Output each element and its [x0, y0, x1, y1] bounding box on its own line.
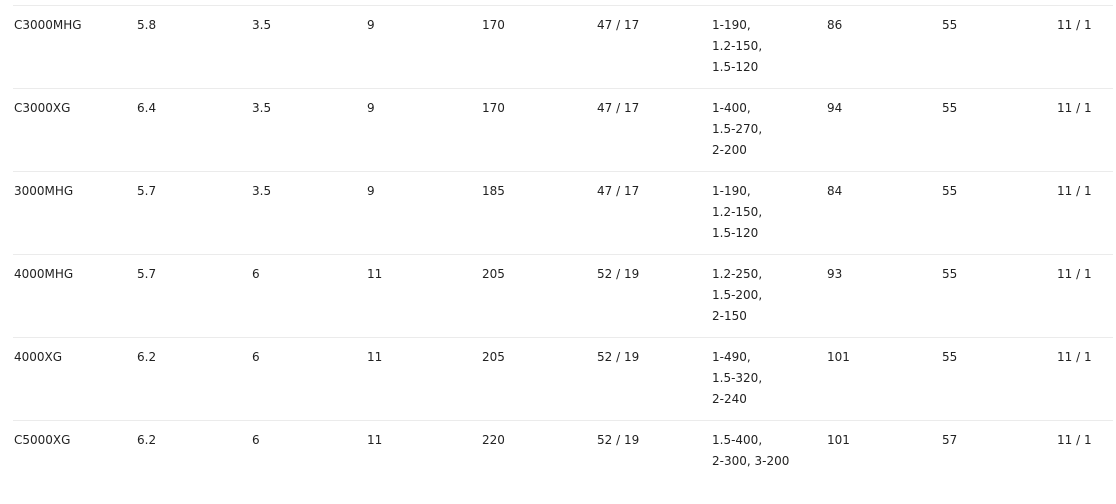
spec-cell: 55 [941, 5, 1056, 89]
spec-cell: 11 / 1 [1056, 5, 1113, 89]
spec-cell: 220 [481, 420, 596, 504]
spec-cell: 6.2 [136, 337, 251, 421]
spec-cell: 47 / 17 [596, 171, 711, 255]
spec-cell: 1-490, 1.5-320, 2-240 [711, 337, 826, 421]
spec-cell: 1.2-250, 1.5-200, 2-150 [711, 254, 826, 338]
spec-cell: 6 [251, 337, 366, 421]
spec-cell: 1-190, 1.2-150, 1.5-120 [711, 5, 826, 89]
spec-cell: 52 / 19 [596, 420, 711, 504]
spec-cell: 5.7 [136, 171, 251, 255]
model-cell: C3000MHG [13, 5, 136, 89]
spec-cell: 3.5 [251, 5, 366, 89]
spec-cell: 11 / 1 [1056, 337, 1113, 421]
table-row: 3000MHG 5.7 3.5 9 185 47 / 17 1-190, 1.2-150, … [13, 171, 1113, 255]
spec-cell: 55 [941, 88, 1056, 172]
spec-cell: 170 [481, 88, 596, 172]
spec-cell: 52 / 19 [596, 337, 711, 421]
spec-cell: 11 [366, 337, 481, 421]
table-row: C3000MHG 5.8 3.5 9 170 47 / 17 1-190, 1.2-150,… [13, 5, 1113, 89]
spec-cell: 6 [251, 420, 366, 504]
table-row: C3000XG 6.4 3.5 9 170 47 / 17 1-400, 1.5-270, … [13, 88, 1113, 172]
model-cell: 4000MHG [13, 254, 136, 338]
spec-cell: 11 [366, 420, 481, 504]
spec-table: C3000MHG 5.8 3.5 9 170 47 / 17 1-190, 1.2-150,… [13, 5, 1113, 504]
spec-cell: 1-400, 1.5-270, 2-200 [711, 88, 826, 172]
spec-cell: 101 [826, 420, 941, 504]
spec-cell: 11 / 1 [1056, 88, 1113, 172]
spec-cell: 86 [826, 5, 941, 89]
spec-cell: 94 [826, 88, 941, 172]
spec-cell: 6.4 [136, 88, 251, 172]
model-cell: C3000XG [13, 88, 136, 172]
spec-cell: 205 [481, 254, 596, 338]
spec-cell: 3.5 [251, 171, 366, 255]
spec-cell: 5.8 [136, 5, 251, 89]
spec-cell: 185 [481, 171, 596, 255]
spec-cell: 6.2 [136, 420, 251, 504]
spec-cell: 57 [941, 420, 1056, 504]
table-row: 4000MHG 5.7 6 11 205 52 / 19 1.2-250, 1.5-200,… [13, 254, 1113, 338]
spec-cell: 1.5-400, 2-300, 3-200 [711, 420, 826, 504]
spec-cell: 9 [366, 88, 481, 172]
model-cell: 4000XG [13, 337, 136, 421]
spec-cell: 47 / 17 [596, 88, 711, 172]
spec-cell: 11 / 1 [1056, 420, 1113, 504]
table-row: C5000XG 6.2 6 11 220 52 / 19 1.5-400, 2-300, 3… [13, 420, 1113, 504]
spec-cell: 1-190, 1.2-150, 1.5-120 [711, 171, 826, 255]
spec-cell: 11 / 1 [1056, 254, 1113, 338]
table-row: 4000XG 6.2 6 11 205 52 / 19 1-490, 1.5-320, 2-… [13, 337, 1113, 421]
spec-cell: 170 [481, 5, 596, 89]
spec-cell: 47 / 17 [596, 5, 711, 89]
spec-cell: 11 / 1 [1056, 171, 1113, 255]
spec-cell: 9 [366, 171, 481, 255]
model-cell: 3000MHG [13, 171, 136, 255]
spec-cell: 55 [941, 171, 1056, 255]
spec-cell: 52 / 19 [596, 254, 711, 338]
spec-cell: 9 [366, 5, 481, 89]
spec-cell: 205 [481, 337, 596, 421]
spec-cell: 55 [941, 254, 1056, 338]
spec-cell: 101 [826, 337, 941, 421]
spec-cell: 11 [366, 254, 481, 338]
spec-cell: 3.5 [251, 88, 366, 172]
spec-cell: 93 [826, 254, 941, 338]
spec-cell: 6 [251, 254, 366, 338]
spec-cell: 84 [826, 171, 941, 255]
spec-cell: 55 [941, 337, 1056, 421]
model-cell: C5000XG [13, 420, 136, 504]
spec-cell: 5.7 [136, 254, 251, 338]
